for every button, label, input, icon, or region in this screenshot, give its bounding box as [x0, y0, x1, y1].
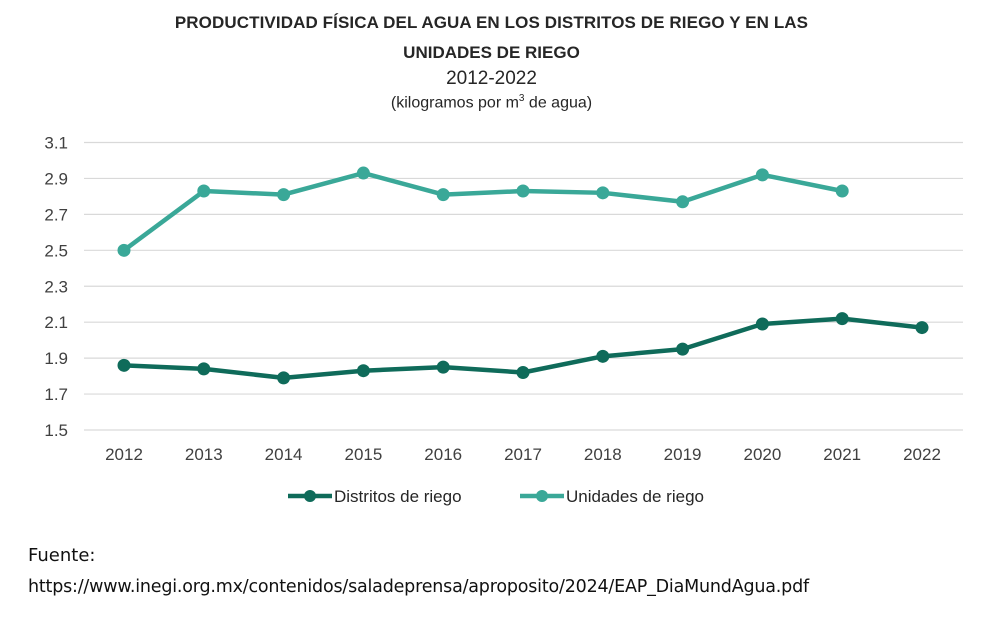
data-point [197, 362, 211, 376]
y-tick-label: 1.9 [44, 349, 68, 368]
data-point [835, 184, 849, 198]
y-tick-label: 2.3 [44, 277, 68, 296]
y-tick-label: 2.1 [44, 313, 68, 332]
data-point [436, 360, 450, 374]
data-point [117, 243, 131, 257]
x-tick-label: 2012 [105, 445, 143, 464]
legend: Distritos de riego Unidades de riego [288, 487, 704, 506]
chart-units: (kilogramos por m3 de agua) [0, 93, 983, 112]
x-tick-label: 2016 [424, 445, 462, 464]
x-tick-label: 2018 [584, 445, 622, 464]
series-group [117, 166, 929, 385]
legend-swatch-marker [536, 490, 548, 502]
units-superscript: 3 [518, 93, 525, 104]
data-point [755, 168, 769, 182]
legend-swatch-marker [304, 490, 316, 502]
units-suffix: de agua) [524, 94, 593, 112]
legend-label: Unidades de riego [566, 487, 704, 506]
data-point [596, 349, 610, 363]
line-chart: 3.1 2.9 2.7 2.5 2.3 2.1 1.9 1.7 1.5 2012 2013 2014… [44, 134, 963, 506]
series-unidades [117, 166, 849, 257]
x-tick-label: 2021 [823, 445, 861, 464]
data-point [117, 358, 131, 372]
x-axis: 2012 2013 2014 2015 2016 2017 2018 2019 2020 2021… [105, 445, 941, 464]
y-tick-label: 2.7 [44, 205, 68, 224]
y-tick-label: 1.5 [44, 421, 68, 440]
y-tick-label: 3.1 [44, 134, 68, 153]
y-tick-label: 1.7 [44, 385, 68, 404]
chart-title-line1: PRODUCTIVIDAD FÍSICA DEL AGUA EN LOS DIS… [174, 13, 809, 32]
data-point [197, 184, 211, 198]
x-tick-label: 2019 [664, 445, 702, 464]
x-tick-label: 2015 [344, 445, 382, 464]
data-point [676, 195, 690, 209]
data-point [277, 188, 291, 202]
data-point [755, 317, 769, 331]
y-tick-label: 2.5 [44, 241, 68, 260]
source-url[interactable]: https://www.inegi.org.mx/contenidos/sala… [28, 577, 809, 597]
chart-subtitle: 2012-2022 [446, 68, 537, 89]
units-prefix: (kilogramos por m [390, 94, 519, 112]
data-point [596, 186, 610, 200]
data-point [915, 321, 929, 335]
data-point [277, 371, 291, 385]
chart-title-line2: UNIDADES DE RIEGO [403, 43, 580, 62]
x-tick-label: 2017 [504, 445, 542, 464]
y-axis: 3.1 2.9 2.7 2.5 2.3 2.1 1.9 1.7 1.5 [44, 134, 68, 441]
series-distritos [117, 312, 929, 385]
data-point [516, 366, 530, 379]
data-point [676, 342, 690, 356]
x-tick-label: 2022 [903, 445, 941, 464]
data-point [436, 188, 450, 202]
legend-label: Distritos de riego [334, 487, 462, 506]
source-label: Fuente: [28, 545, 96, 566]
data-point [356, 364, 370, 378]
legend-item: Unidades de riego [520, 487, 704, 506]
data-point [516, 184, 530, 198]
x-tick-label: 2014 [265, 445, 303, 464]
legend-item: Distritos de riego [288, 487, 462, 506]
data-point [835, 312, 849, 326]
y-tick-label: 2.9 [44, 169, 68, 188]
x-tick-label: 2020 [743, 445, 781, 464]
gridlines [84, 141, 963, 431]
series-line [121, 170, 845, 253]
x-tick-label: 2013 [185, 445, 223, 464]
data-point [356, 166, 370, 180]
